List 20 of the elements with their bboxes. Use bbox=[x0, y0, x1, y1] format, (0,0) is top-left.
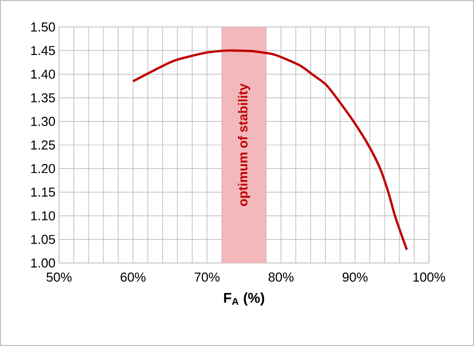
y-tick-label: 1.45 bbox=[31, 46, 55, 56]
y-tick-label: 1.20 bbox=[31, 164, 55, 174]
y-tick-label: 1.10 bbox=[31, 211, 55, 220]
x-tick-label: 100% bbox=[413, 272, 446, 282]
y-tick-label: 1.05 bbox=[31, 234, 55, 244]
y-tick-label: 1.50 bbox=[31, 22, 55, 32]
y-tick-label: 1.15 bbox=[31, 188, 55, 197]
y-tick-label: 1.30 bbox=[31, 116, 55, 126]
y-tick-label: 1.35 bbox=[31, 93, 55, 102]
line-series bbox=[132, 49, 408, 251]
x-tick-label: 70% bbox=[194, 272, 220, 282]
x-tick-label: 90% bbox=[342, 272, 368, 282]
x-tick-label: 50% bbox=[46, 272, 72, 282]
y-tick-label: 1.25 bbox=[31, 140, 55, 150]
x-tick-label: 60% bbox=[120, 272, 146, 282]
band-label: optimum of stability bbox=[238, 84, 250, 206]
y-tick-label: 1.40 bbox=[31, 70, 55, 79]
y-tick-label: 1.00 bbox=[31, 258, 55, 268]
x-axis-title: F$_{A}$ (%) bbox=[224, 292, 264, 306]
x-tick-label: 80% bbox=[268, 272, 294, 282]
